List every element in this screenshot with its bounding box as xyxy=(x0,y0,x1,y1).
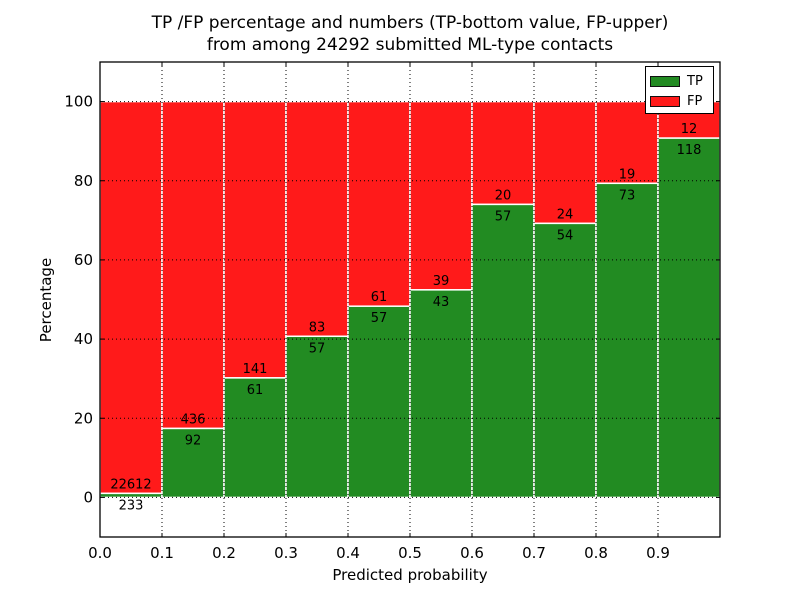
label-fp-count-5: 39 xyxy=(433,274,450,289)
bar-fp-8 xyxy=(595,100,659,185)
x-axis-label: Predicted probability xyxy=(332,566,488,584)
label-fp-count-0: 22612 xyxy=(110,477,151,492)
fp-swatch-icon xyxy=(650,95,680,107)
bar-fp-7 xyxy=(533,100,597,225)
label-tp-count-7: 54 xyxy=(557,228,574,243)
bar-tp-2 xyxy=(223,377,287,499)
legend-label-tp: TP xyxy=(687,73,703,89)
bar-fp-1 xyxy=(161,100,225,430)
bar-tp-3 xyxy=(285,335,349,499)
label-fp-count-3: 83 xyxy=(309,320,326,335)
chart-title: TP /FP percentage and numbers (TP-bottom… xyxy=(20,12,800,56)
label-tp-count-9: 118 xyxy=(677,143,702,158)
label-tp-count-0: 233 xyxy=(119,498,144,513)
x-tick-label: 0.5 xyxy=(398,544,422,562)
x-tick-label: 0.6 xyxy=(460,544,484,562)
x-tick-label: 0.7 xyxy=(522,544,546,562)
label-fp-count-1: 436 xyxy=(181,412,206,427)
label-tp-count-3: 57 xyxy=(309,341,326,356)
label-tp-count-1: 92 xyxy=(185,433,202,448)
label-tp-count-5: 43 xyxy=(433,295,450,310)
x-tick-label: 0.2 xyxy=(212,544,236,562)
label-fp-count-2: 141 xyxy=(243,362,268,377)
bar-tp-9 xyxy=(657,137,721,499)
bar-fp-5 xyxy=(409,100,473,291)
x-tick-label: 0.3 xyxy=(274,544,298,562)
y-tick-label: 80 xyxy=(74,172,93,190)
label-fp-count-8: 19 xyxy=(619,167,636,182)
x-tick-label: 0.9 xyxy=(646,544,670,562)
x-tick-label: 0.0 xyxy=(88,544,112,562)
bar-tp-7 xyxy=(533,222,597,499)
x-tick-label: 0.4 xyxy=(336,544,360,562)
bar-tp-1 xyxy=(161,427,225,499)
label-tp-count-8: 73 xyxy=(619,188,636,203)
legend-entry-fp: FP xyxy=(646,91,713,111)
y-tick-label: 100 xyxy=(64,93,93,111)
y-axis-label: Percentage xyxy=(37,257,55,343)
label-tp-count-4: 57 xyxy=(371,311,388,326)
bar-fp-0 xyxy=(99,100,163,495)
label-tp-count-6: 57 xyxy=(495,209,512,224)
y-tick-label: 40 xyxy=(74,330,93,348)
bar-fp-4 xyxy=(347,100,411,307)
legend-entry-tp: TP xyxy=(646,71,713,91)
y-tick-label: 60 xyxy=(74,251,93,269)
bar-tp-8 xyxy=(595,182,659,499)
legend: TP FP xyxy=(645,66,714,114)
label-fp-count-4: 61 xyxy=(371,290,388,305)
x-tick-label: 0.1 xyxy=(150,544,174,562)
bar-tp-5 xyxy=(409,289,473,499)
label-tp-count-2: 61 xyxy=(247,383,264,398)
label-fp-count-6: 20 xyxy=(495,188,512,203)
bar-tp-4 xyxy=(347,305,411,499)
chart-title-line2: from among 24292 submitted ML-type conta… xyxy=(206,35,614,55)
label-fp-count-9: 12 xyxy=(681,122,698,137)
legend-label-fp: FP xyxy=(687,93,703,109)
bar-fp-3 xyxy=(285,100,349,338)
bar-fp-2 xyxy=(223,100,287,379)
chart-title-line1: TP /FP percentage and numbers (TP-bottom… xyxy=(151,13,669,33)
bar-tp-6 xyxy=(471,203,535,499)
y-tick-label: 0 xyxy=(83,488,93,506)
x-tick-label: 0.8 xyxy=(584,544,608,562)
y-tick-label: 20 xyxy=(74,409,93,427)
tp-swatch-icon xyxy=(650,75,680,87)
bar-tp-0 xyxy=(99,492,163,499)
label-fp-count-7: 24 xyxy=(557,207,574,222)
